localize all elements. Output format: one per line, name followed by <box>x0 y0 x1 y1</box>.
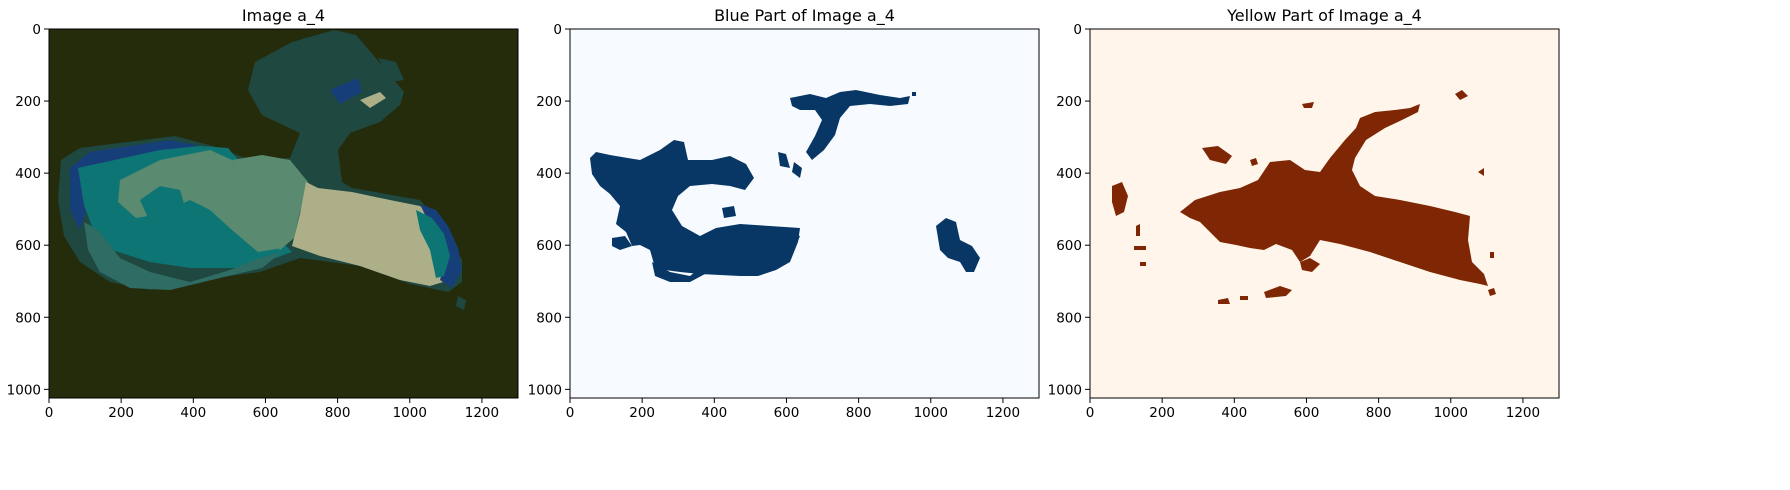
x-tick-label: 1200 <box>465 405 499 421</box>
axes-frame <box>569 28 1040 399</box>
x-tick-label: 0 <box>566 405 575 421</box>
y-tick-label: 600 <box>536 238 562 254</box>
x-tick-label: 800 <box>1366 405 1392 421</box>
y-tick-label: 600 <box>15 238 41 254</box>
y-tick-label: 400 <box>1056 166 1082 182</box>
panel-blue: Blue Part of Image a_4 0 200 400 600 800 1000… <box>528 6 1040 421</box>
y-axis: 0 200 400 600 800 1000 <box>7 22 49 398</box>
blue-mask <box>590 90 980 282</box>
y-tick-label: 1000 <box>1048 382 1082 398</box>
y-tick-label: 1000 <box>7 382 41 398</box>
segmented-image <box>58 30 466 310</box>
x-tick-label: 1200 <box>986 405 1020 421</box>
x-tick-label: 600 <box>253 405 279 421</box>
y-axis: 0 200 400 600 800 1000 <box>1048 22 1090 398</box>
y-tick-label: 0 <box>553 22 562 38</box>
x-tick-label: 0 <box>45 405 54 421</box>
y-tick-label: 1000 <box>528 382 562 398</box>
x-tick-label: 400 <box>701 405 727 421</box>
y-tick-label: 0 <box>1073 22 1082 38</box>
x-tick-label: 800 <box>846 405 872 421</box>
x-tick-label: 600 <box>1294 405 1320 421</box>
yellow-mask <box>1112 90 1496 304</box>
x-axis: 0 200 400 600 800 1000 1200 <box>566 398 1020 421</box>
y-tick-label: 200 <box>1056 94 1082 110</box>
x-tick-label: 1000 <box>1434 405 1468 421</box>
axes-frame <box>48 28 519 399</box>
x-tick-label: 200 <box>1149 405 1175 421</box>
x-tick-label: 600 <box>774 405 800 421</box>
x-axis: 0 200 400 600 800 1000 1200 <box>45 398 499 421</box>
x-tick-label: 400 <box>1221 405 1247 421</box>
x-tick-label: 200 <box>108 405 134 421</box>
axes-frame <box>1089 28 1560 399</box>
y-tick-label: 400 <box>15 166 41 182</box>
panel-yellow: Yellow Part of Image a_4 0 200 400 600 800 10… <box>1048 6 1560 421</box>
y-tick-label: 800 <box>15 310 41 326</box>
x-tick-label: 1200 <box>1506 405 1540 421</box>
x-tick-label: 200 <box>629 405 655 421</box>
y-tick-label: 0 <box>32 22 41 38</box>
x-tick-label: 1000 <box>393 405 427 421</box>
x-tick-label: 1000 <box>914 405 948 421</box>
x-axis: 0 200 400 600 800 1000 1200 <box>1086 398 1540 421</box>
y-tick-label: 400 <box>536 166 562 182</box>
y-tick-label: 600 <box>1056 238 1082 254</box>
x-tick-label: 0 <box>1086 405 1095 421</box>
y-tick-label: 800 <box>1056 310 1082 326</box>
y-tick-label: 800 <box>536 310 562 326</box>
panel-title: Blue Part of Image a_4 <box>714 6 895 26</box>
y-tick-label: 200 <box>15 94 41 110</box>
x-tick-label: 800 <box>325 405 351 421</box>
y-axis: 0 200 400 600 800 1000 <box>528 22 570 398</box>
panel-original: Image a_4 0 200 400 600 800 1000 1200 0 200 400 6… <box>7 6 519 421</box>
panel-title: Yellow Part of Image a_4 <box>1226 6 1422 26</box>
x-tick-label: 400 <box>180 405 206 421</box>
panel-title: Image a_4 <box>242 6 325 26</box>
y-tick-label: 200 <box>536 94 562 110</box>
